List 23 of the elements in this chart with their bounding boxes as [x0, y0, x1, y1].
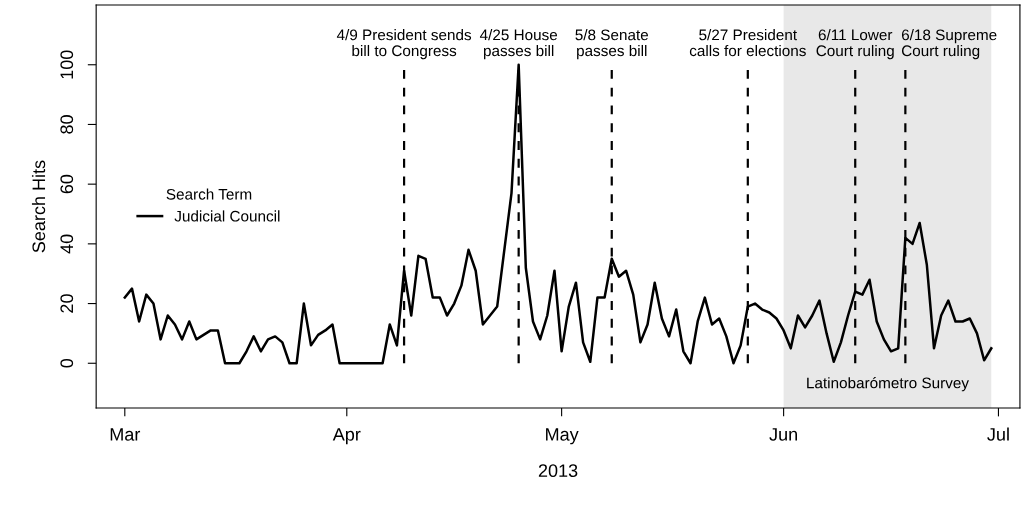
- x-tick-label: May: [546, 428, 579, 445]
- ref-line-label: 5/8 Senate passes bill: [575, 29, 649, 60]
- line-series: [123, 63, 993, 365]
- ref-line-label: 4/9 President sends bill to Congress: [336, 29, 472, 60]
- x-tick-label: Mar: [110, 428, 141, 441]
- y-tick-label: 100: [60, 50, 74, 79]
- x-tick-label: Jun: [769, 428, 797, 441]
- legend-title: Search Term: [166, 188, 252, 200]
- y-tick-label: 0: [60, 358, 74, 368]
- y-axis-title: Search Hits: [31, 160, 46, 253]
- ref-line-label: 4/25 House passes bill: [479, 29, 558, 60]
- x-axis-title: 2013: [538, 464, 578, 478]
- band-label: Latinobarómetro Survey: [807, 376, 969, 392]
- ref-line-label: 6/18 Supreme Court ruling: [901, 29, 997, 60]
- x-tick-label: Apr: [332, 428, 361, 445]
- y-tick-label: 80: [60, 115, 74, 134]
- ref-line-label: 6/11 Lower Court ruling: [816, 29, 894, 60]
- x-tick-label: Jul: [987, 427, 1009, 441]
- y-tick-label: 40: [60, 234, 74, 254]
- ref-line-label: 5/27 President calls for elections: [689, 29, 806, 57]
- y-tick-label: 20: [60, 294, 74, 313]
- legend-label: Judicial Council: [174, 210, 280, 222]
- y-tick-label: 60: [60, 174, 74, 194]
